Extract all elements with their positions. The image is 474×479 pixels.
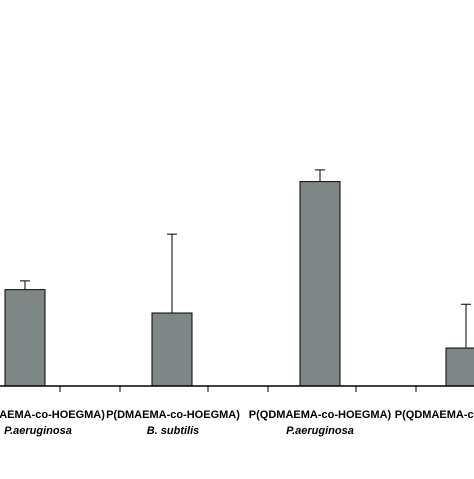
bar-1 <box>4 289 46 387</box>
x-tick-sublabel-3: P.aeruginosa <box>286 425 354 437</box>
x-tick-label-2: P(DMAEMA-co-HOEGMA) <box>106 409 240 421</box>
bar-3 <box>299 181 341 387</box>
x-tick-label-3: P(QDMAEMA-co-HOEGMA) <box>249 409 392 421</box>
x-tick-label-1: P(DMAEMA-co-HOEGMA) <box>0 409 105 421</box>
x-tick-label-4: P(QDMAEMA-co-HOEGMA) <box>395 409 474 421</box>
x-tick-sublabel-2: B. subtilis <box>147 425 200 437</box>
bar-4 <box>445 347 474 387</box>
x-tick-sublabel-1: P.aeruginosa <box>4 425 72 437</box>
bar-2 <box>151 312 193 387</box>
